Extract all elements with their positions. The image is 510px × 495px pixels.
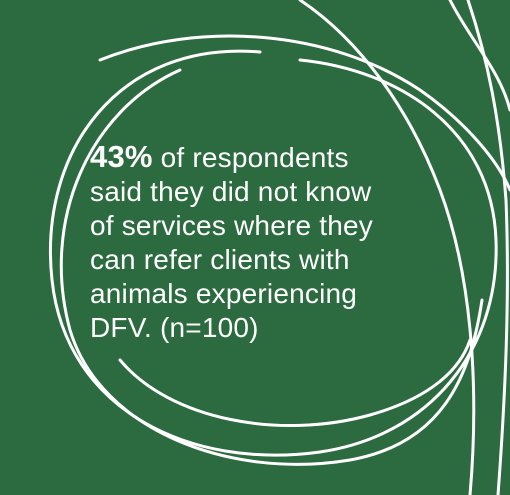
stat-line-1: 43% of respondents bbox=[90, 140, 450, 175]
stat-line-3: of services where they bbox=[90, 210, 373, 241]
stat-line-5: animals experiencing bbox=[90, 278, 358, 309]
stat-line-6: DFV. (n=100) bbox=[90, 312, 259, 343]
stat-line-2: said they did not know bbox=[90, 176, 372, 207]
stat-line-4: can refer clients with bbox=[90, 244, 350, 275]
stat-percentage: 43% bbox=[90, 139, 153, 174]
stat-line-1-text: of respondents bbox=[152, 142, 349, 173]
statistic-text-block: 43% of respondents said they did not kno… bbox=[90, 140, 450, 345]
